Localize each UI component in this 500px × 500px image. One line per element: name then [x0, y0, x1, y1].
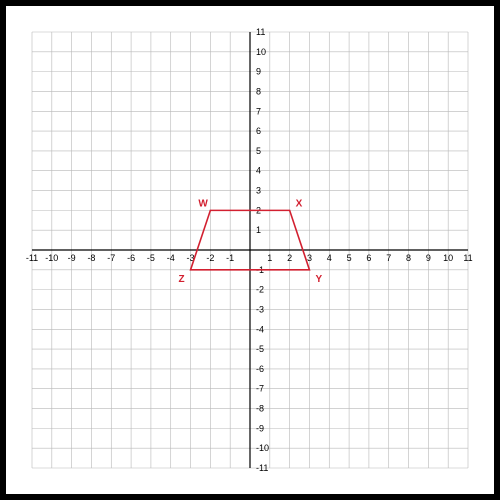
- y-tick-label: 10: [256, 47, 266, 57]
- y-tick-label: 9: [256, 67, 261, 77]
- x-tick-label: 1: [267, 253, 272, 263]
- y-tick-label: 6: [256, 126, 261, 136]
- x-tick-label: -5: [147, 253, 155, 263]
- vertex-label: W: [198, 198, 208, 209]
- y-tick-label: 8: [256, 86, 261, 96]
- coordinate-svg: -11-10-9-8-7-6-5-4-3-2-11234567891011-11…: [16, 16, 484, 484]
- x-tick-label: -6: [127, 253, 135, 263]
- y-tick-label: -7: [256, 384, 264, 394]
- x-tick-label: 9: [426, 253, 431, 263]
- y-tick-label: 11: [256, 27, 265, 37]
- x-tick-label: -1: [226, 253, 234, 263]
- x-tick-label: -9: [68, 253, 76, 263]
- x-tick-label: 6: [366, 253, 371, 263]
- y-tick-label: 5: [256, 146, 261, 156]
- x-tick-label: 5: [347, 253, 352, 263]
- y-tick-label: 3: [256, 186, 261, 196]
- x-tick-label: 2: [287, 253, 292, 263]
- y-tick-label: -10: [256, 443, 269, 453]
- x-tick-label: 10: [443, 253, 453, 263]
- x-tick-label: 4: [327, 253, 332, 263]
- y-tick-label: 4: [256, 166, 261, 176]
- x-tick-label: 8: [406, 253, 411, 263]
- y-tick-label: -2: [256, 285, 264, 295]
- y-tick-label: -6: [256, 364, 264, 374]
- x-tick-label: -2: [206, 253, 214, 263]
- vertex-label: Z: [179, 274, 185, 285]
- vertex-label: Y: [315, 274, 322, 285]
- x-tick-label: -8: [87, 253, 95, 263]
- graph-frame: -11-10-9-8-7-6-5-4-3-2-11234567891011-11…: [0, 0, 500, 500]
- vertex-label: X: [296, 198, 303, 209]
- y-tick-label: 1: [256, 225, 261, 235]
- x-tick-label: -4: [167, 253, 175, 263]
- y-tick-label: -4: [256, 324, 264, 334]
- y-tick-label: 7: [256, 106, 261, 116]
- x-tick-label: 11: [463, 253, 472, 263]
- y-tick-label: -11: [256, 463, 268, 473]
- x-tick-label: -10: [45, 253, 58, 263]
- y-tick-label: -8: [256, 404, 264, 414]
- coordinate-plane: -11-10-9-8-7-6-5-4-3-2-11234567891011-11…: [16, 16, 484, 484]
- y-tick-label: -9: [256, 423, 264, 433]
- y-tick-label: -3: [256, 304, 264, 314]
- x-tick-label: 7: [386, 253, 391, 263]
- x-tick-label: -11: [26, 253, 38, 263]
- x-tick-label: 3: [307, 253, 312, 263]
- x-tick-label: -7: [107, 253, 115, 263]
- y-tick-label: -5: [256, 344, 264, 354]
